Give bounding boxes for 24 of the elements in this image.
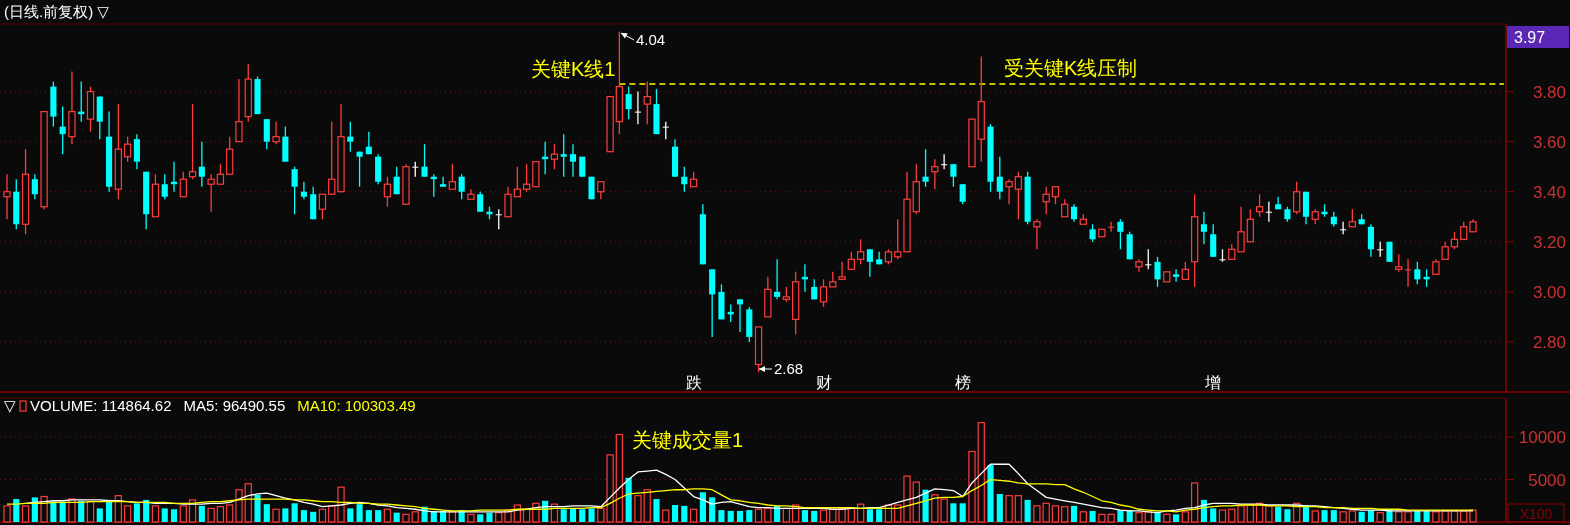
y-tick-label: 2.80 [1532,332,1566,352]
x-tick-label: 增 [1204,374,1222,391]
x-tick-label: 跌 [685,374,702,391]
y-tick-label: 3.80 [1532,82,1566,102]
y-tick-label: 3.00 [1532,282,1566,302]
annotation: 2.68 [774,360,804,377]
annotation: 关键成交量1 [632,429,744,451]
legend-label: VOLUME: 114864.62 [30,397,172,414]
y-tick-label: 3.20 [1532,232,1566,252]
y-axis-title: X100 [1519,506,1553,522]
y-tick-label: 10000 [1518,428,1566,448]
annotation: 受关键K线压制 [1004,57,1138,79]
text: 3.97 [1514,29,1546,46]
chart-title: (日线.前复权) ▽ [4,3,110,20]
x-tick-label: 财 [815,374,832,391]
legend-title: ▽ [4,397,16,414]
ref-line-label: 关键K线1 [530,58,616,81]
y-tick-label: 3.40 [1532,182,1566,202]
text: MA5: 96490.55 [183,397,286,414]
x-tick-label: 榜 [954,374,971,391]
annotation: 4.04 [636,31,666,48]
text: MA10: 100303.49 [297,397,416,414]
y-tick-label: 5000 [1528,470,1566,490]
y-tick-label: 3.60 [1532,132,1566,152]
